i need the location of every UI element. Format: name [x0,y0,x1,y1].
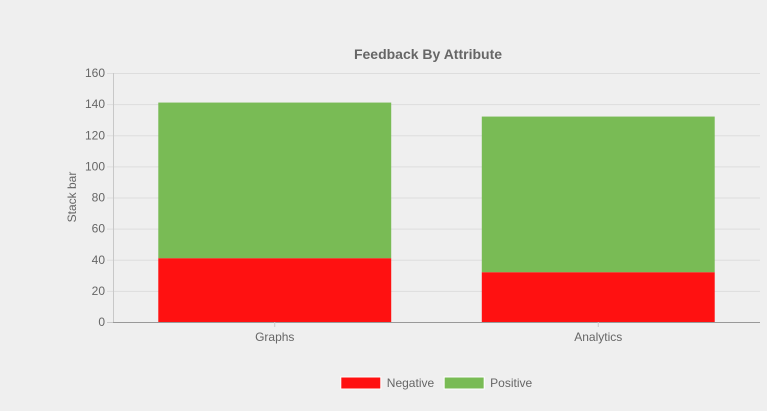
legend-item-positive[interactable]: Positive [443,376,533,390]
y-tick-label: 20 [92,284,106,298]
y-tick-label: 120 [85,128,105,142]
x-tick-label: Graphs [255,330,294,344]
axes [113,73,760,323]
bars [158,102,715,322]
y-tick-label: 60 [92,222,106,236]
x-tick-labels: Graphs Analytics [255,322,622,344]
y-tick-label: 40 [92,253,106,267]
legend-swatch [340,376,382,390]
y-axis-label: Stack bar [65,172,79,223]
y-tick-label: 0 [98,315,105,329]
bar-positive-graphs [158,102,392,259]
y-tick-label: 160 [85,66,105,80]
bar-negative-analytics [481,272,715,322]
y-tick-label: 80 [92,191,106,205]
y-tick-label: 100 [85,159,105,173]
legend-swatch [443,376,485,390]
legend-label: Positive [490,376,532,390]
y-tick-label: 140 [85,97,105,111]
chart-title: Feedback By Attribute [354,46,502,62]
bar-positive-analytics [481,116,715,273]
x-tick-label: Analytics [574,330,622,344]
bar-negative-graphs [158,258,392,322]
y-tick-labels: 0 20 40 60 80 100 120 140 160 [85,66,105,329]
legend-label: Negative [387,376,435,390]
legend-item-negative[interactable]: Negative [340,376,435,390]
legend: Negative Positive [340,376,533,390]
